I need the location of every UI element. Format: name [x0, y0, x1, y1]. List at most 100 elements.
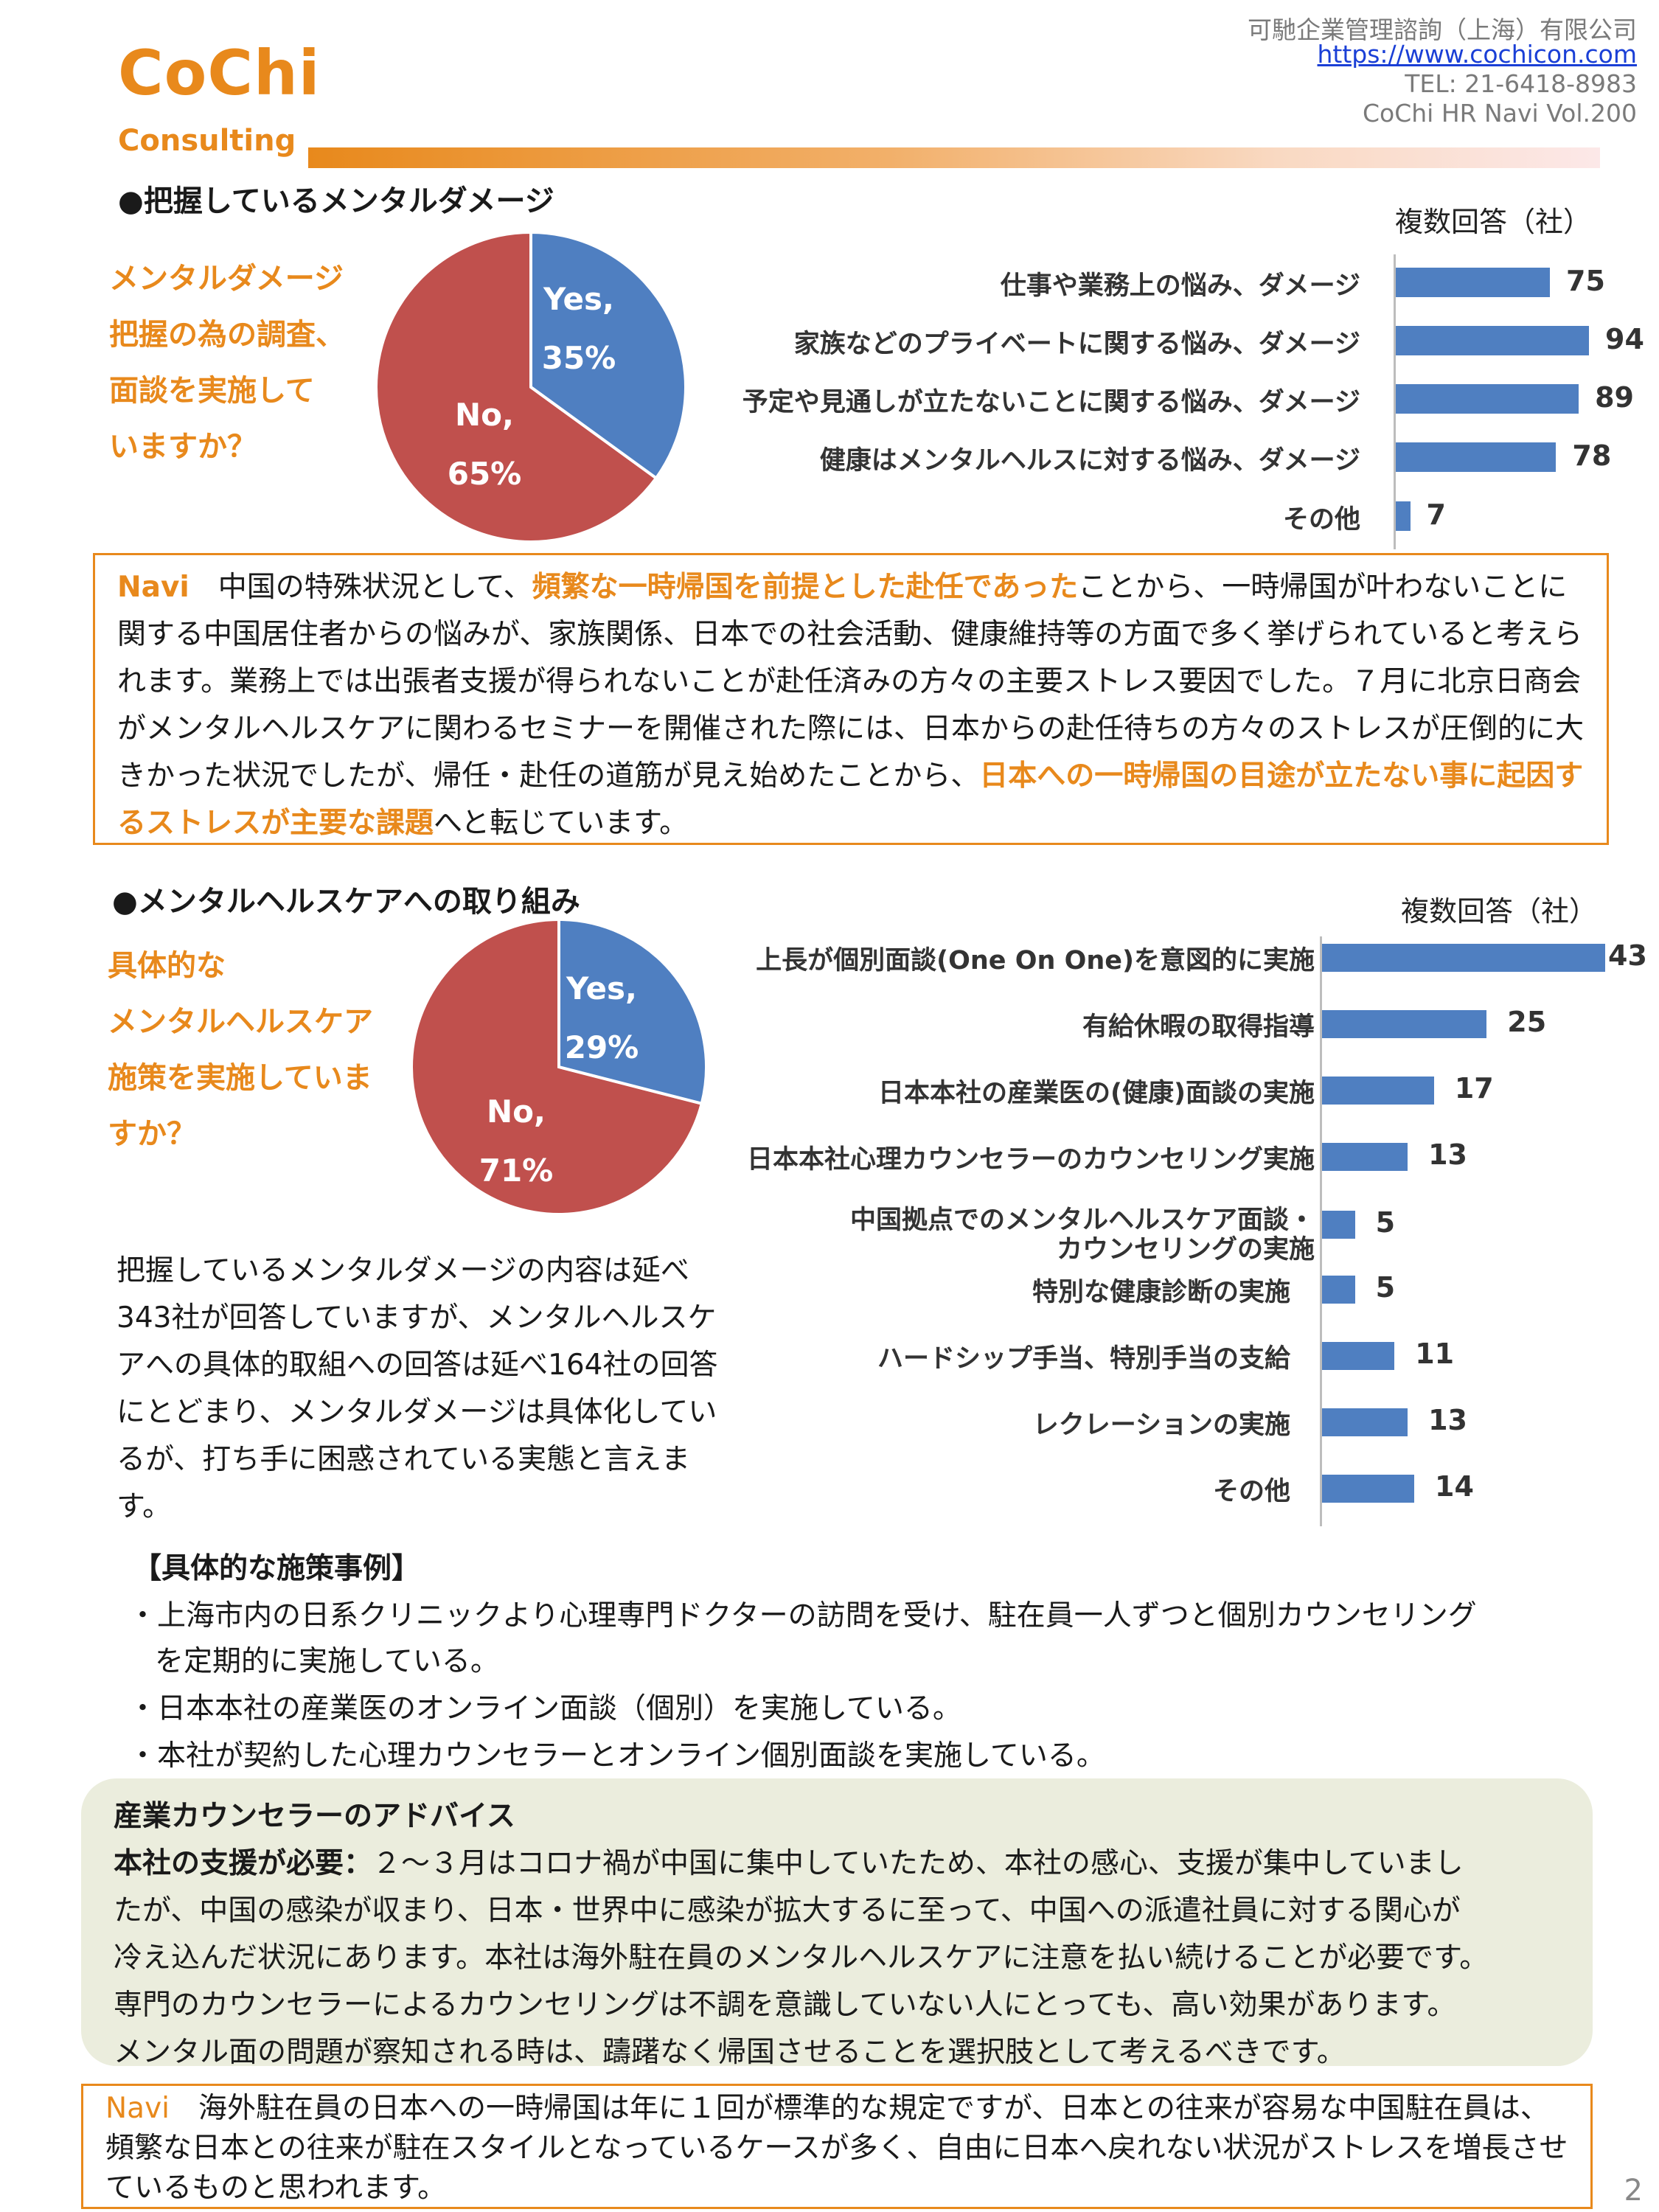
navi1-highlight-2: 日本への一時帰国の目途が立たない事に起因するストレスが主要な課題 — [117, 759, 1584, 840]
bar1-label: 家族などのプライベートに関する悩み、ダメージ — [793, 330, 1360, 359]
section1-question: メンタルダメージ 把握の為の調査、 面談を実施して いますか？ — [109, 251, 345, 475]
section2-question: 具体的な メンタルヘルスケア 施策を実施していま すか？ — [108, 938, 373, 1162]
bar1-bar — [1396, 384, 1579, 414]
bar2-label: その他 — [1212, 1477, 1290, 1506]
pie-chart-1: Yes, 35% No, 65% — [375, 230, 687, 543]
navi2-body: 海外駐在員の日本への一時帰国は年に１回が標準的な規定ですが、日本との往来が容易な… — [105, 2092, 1568, 2205]
bar1-axis — [1394, 254, 1396, 549]
navi2-text: Navi 海外駐在員の日本への一時帰国は年に１回が標準的な規定ですが、日本との往… — [105, 2089, 1573, 2208]
navi-box-1: Navi 中国の特殊状況として、頻繁な一時帰国を前提とした赴任であったことから、… — [93, 553, 1609, 845]
question-line: メンタルヘルスケア — [108, 1005, 373, 1039]
bar2-label: カウンセリングの実施 — [1056, 1235, 1315, 1265]
advice-line: たが、中国の感染が収まり、日本・世界中に感染が拡大するに至って、中国への派遣社員… — [114, 1894, 1461, 1927]
question-line: すか？ — [108, 1117, 196, 1151]
bar1-label: 健康はメンタルヘルスに対する悩み、ダメージ — [819, 446, 1360, 476]
advice-lead: 本社の支援が必要： — [114, 1847, 373, 1880]
bar2-bar — [1322, 1077, 1434, 1105]
navi-box-2: Navi 海外駐在員の日本への一時帰国は年に１回が標準的な規定ですが、日本との往… — [81, 2084, 1593, 2209]
question-line: メンタルダメージ — [109, 262, 344, 296]
bar2-value: 13 — [1428, 1138, 1467, 1171]
advice-first-line: 本社の支援が必要：２～３月はコロナ禍が中国に集中していたため、本社の感心、支援が… — [114, 1840, 1464, 1888]
bar2-bar — [1322, 1408, 1408, 1436]
section2-title: ●メンタルヘルスケアへの取り組み — [112, 885, 580, 919]
pie1-no-label: No, — [455, 397, 514, 433]
question-line: いますか？ — [109, 430, 257, 464]
company-url-link[interactable]: https://www.cochicon.com — [1317, 40, 1638, 69]
navi1-highlight-1: 頻繁な一時帰国を前提とした赴任であった — [532, 571, 1079, 604]
section1-multi-answer-note: 複数回答（社） — [1395, 206, 1592, 238]
company-tel: TEL: 21-6418-8983 — [1405, 69, 1637, 98]
bar1-value: 75 — [1566, 265, 1605, 297]
logo-main: CoChi — [118, 37, 321, 109]
bar1-label: 予定や見通しが立たないことに関する悩み、ダメージ — [742, 388, 1360, 417]
bar2-label: 特別な健康診断の実施 — [1032, 1278, 1290, 1307]
navi1-text: Navi 中国の特殊状況として、頻繁な一時帰国を前提とした赴任であったことから、… — [117, 564, 1592, 847]
bar2-bar — [1322, 1342, 1395, 1370]
pie1-slice-yes — [529, 230, 687, 481]
navi1-text-3: へと転じています。 — [434, 807, 689, 840]
advice-line-1: ２～３月はコロナ禍が中国に集中していたため、本社の感心、支援が集中していまし — [372, 1847, 1464, 1880]
header-gradient-bar — [308, 147, 1600, 168]
bar2-value: 13 — [1428, 1404, 1467, 1436]
bar1-bar — [1396, 442, 1557, 472]
pie2-slice-no — [410, 917, 704, 1216]
bar2-bar — [1322, 1143, 1408, 1171]
bar1-bar — [1396, 268, 1551, 297]
question-line: 施策を実施していま — [108, 1061, 372, 1095]
bar1-value: 7 — [1426, 498, 1446, 531]
navi1-label: Navi — [117, 571, 189, 604]
case-item: を定期的に実施している。 — [155, 1645, 499, 1678]
pie2-no-label: No, — [487, 1093, 546, 1130]
bar2-value: 11 — [1415, 1338, 1455, 1370]
bar1-value: 94 — [1605, 323, 1644, 355]
question-line: 具体的な — [108, 949, 226, 983]
advice-line: 専門のカウンセラーによるカウンセリングは不調を意識していない人にとっても、高い効… — [114, 1989, 1456, 2022]
case-item: ・本社が契約した心理カウンセラーとオンライン個別面談を実施している。 — [128, 1739, 1105, 1773]
pie1-no-pct: 65% — [448, 456, 522, 492]
bar2-bar — [1322, 944, 1605, 972]
bar2-label: 日本本社の産業医の(健康)面談の実施 — [878, 1079, 1315, 1108]
pie-chart-2: Yes, 29% No, 71% — [410, 917, 708, 1216]
pie2-no-pct: 71% — [479, 1152, 554, 1189]
pie2-yes-label: Yes, — [566, 970, 637, 1006]
bar2-bar — [1322, 1010, 1487, 1038]
pie2-slice-yes — [557, 917, 708, 1106]
case-item: ・日本本社の産業医のオンライン面談（個別）を実施している。 — [128, 1692, 961, 1725]
advice-line: メンタル面の問題が察知される時は、躊躇なく帰国させることを選択肢として考えるべき… — [114, 2036, 1346, 2069]
pie1-slice-no — [375, 230, 658, 543]
bar2-label: 中国拠点でのメンタルヘルスケア面談・ — [849, 1206, 1315, 1235]
bar2-bar — [1322, 1211, 1355, 1239]
question-line: 面談を実施して — [109, 374, 315, 408]
navi1-text-1: 中国の特殊状況として、 — [218, 571, 532, 604]
bar2-label: ハードシップ手当、特別手当の支給 — [877, 1344, 1290, 1374]
issue-label: CoChi HR Navi Vol.200 — [1362, 99, 1637, 128]
navi1-text-2: ことから、一時帰国が叶わないことに関する中国居住者からの悩みが、家族関係、日本で… — [117, 571, 1585, 793]
bar1-label: その他 — [1282, 505, 1360, 535]
advice-line: 冷え込んだ状況にあります。本社は海外駐在員のメンタルヘルスケアに注意を払い続ける… — [114, 1941, 1489, 1975]
bar2-label: 日本本社心理カウンセラーのカウンセリング実施 — [746, 1145, 1315, 1175]
bar2-label: 有給休暇の取得指導 — [1082, 1012, 1315, 1042]
pie2-yes-pct: 29% — [565, 1029, 639, 1065]
bar2-value: 43 — [1608, 939, 1647, 972]
bar2-bar — [1322, 1475, 1415, 1503]
bar2-value: 5 — [1375, 1271, 1396, 1304]
bar2-value: 25 — [1507, 1006, 1547, 1038]
pie1-yes-pct: 35% — [542, 340, 616, 376]
summary-text: 把握しているメンタルダメージの内容は延べ343社が回答していますが、メンタルヘル… — [116, 1254, 718, 1523]
bar1-bar — [1396, 501, 1411, 531]
question-line: 把握の為の調査、 — [109, 318, 345, 352]
bar1-value: 89 — [1595, 381, 1634, 414]
bar1-label: 仕事や業務上の悩み、ダメージ — [1000, 271, 1360, 301]
bar1-bar — [1396, 326, 1589, 355]
navi2-label: Navi — [105, 2092, 170, 2125]
section2-multi-answer-note: 複数回答（社） — [1401, 895, 1598, 928]
company-name: 可馳企業管理諮詢（上海）有限公司 — [1248, 15, 1637, 44]
bar2-value: 14 — [1435, 1470, 1474, 1503]
case-item: ・上海市内の日系クリニックより心理専門ドクターの訪問を受け、駐在員一人ずつと個別… — [128, 1599, 1477, 1632]
bar1-value: 78 — [1572, 439, 1612, 472]
cases-title: 【具体的な施策事例】 — [133, 1552, 421, 1585]
pie1-yes-label: Yes, — [543, 281, 614, 317]
logo-sub: Consulting — [118, 124, 296, 158]
bar2-bar — [1322, 1276, 1355, 1304]
section1-title: ●把握しているメンタルダメージ — [118, 184, 554, 218]
